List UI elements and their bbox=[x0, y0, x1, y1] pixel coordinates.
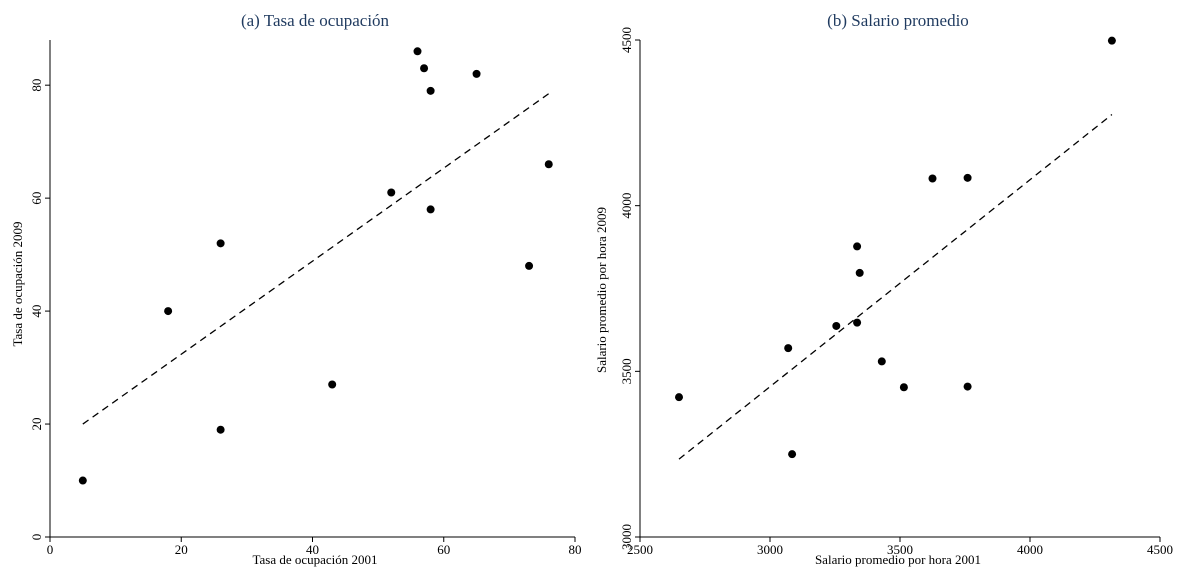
panel-a-x-tick-label: 60 bbox=[437, 542, 450, 557]
panel-a-data-point bbox=[420, 64, 429, 73]
panel-b-data-point bbox=[853, 318, 862, 327]
panel-b-data-point bbox=[784, 344, 793, 353]
panel-b-y-tick-label: 3500 bbox=[619, 358, 634, 384]
panel-a-title: (a) Tasa de ocupación bbox=[241, 11, 390, 30]
panel-b-data-point bbox=[788, 450, 797, 459]
panel-a-data-point bbox=[426, 86, 435, 95]
panel-b-y-axis-label: Salario promedio por hora 2009 bbox=[594, 207, 609, 373]
panel-a-data-point bbox=[544, 160, 553, 169]
panel-b-x-axis-label: Salario promedio por hora 2001 bbox=[815, 552, 981, 567]
panel-b-data-point bbox=[963, 382, 972, 391]
panel-a-y-tick-label: 40 bbox=[29, 305, 44, 318]
panel-b-data-point bbox=[855, 268, 864, 277]
panel-b-data-point bbox=[928, 174, 937, 183]
panel-b-x-tick-label: 3000 bbox=[757, 542, 783, 557]
panel-a-x-axis-label: Tasa de ocupación 2001 bbox=[252, 552, 377, 567]
panel-b-y-tick-label: 4000 bbox=[619, 193, 634, 219]
panel-a-data-point bbox=[164, 307, 173, 316]
panel-a-data-point bbox=[413, 47, 422, 56]
panel-b-x-tick-label: 2500 bbox=[627, 542, 653, 557]
panel-b-data-point bbox=[899, 383, 908, 392]
panel-a-occupancy-rate: (a) Tasa de ocupación Tasa de ocupación … bbox=[10, 11, 582, 567]
panel-a-data-point bbox=[216, 239, 225, 248]
panel-a-data-point bbox=[426, 205, 435, 214]
panel-a-y-tick-label: 20 bbox=[29, 418, 44, 431]
panel-b-title: (b) Salario promedio bbox=[827, 11, 969, 30]
panel-b-data-point bbox=[963, 173, 972, 182]
panel-b-fit-line bbox=[678, 114, 1113, 460]
panel-b-data-point bbox=[1107, 36, 1116, 45]
panel-a-data-point bbox=[472, 69, 481, 78]
panel-a-x-tick-label: 80 bbox=[569, 542, 582, 557]
panel-a-data-point bbox=[525, 261, 534, 270]
panel-b-x-tick-label: 4500 bbox=[1147, 542, 1173, 557]
panel-b-data-point bbox=[832, 321, 841, 330]
panel-a-y-tick-label: 60 bbox=[29, 192, 44, 205]
panel-b-data-point bbox=[853, 242, 862, 251]
panel-a-fit-line bbox=[82, 93, 550, 425]
panel-a-data-point bbox=[328, 380, 337, 389]
panel-a-x-tick-label: 40 bbox=[306, 542, 319, 557]
panel-a-data-point bbox=[387, 188, 396, 197]
panel-b-y-tick-label: 4500 bbox=[619, 27, 634, 53]
panel-a-y-tick-label: 80 bbox=[29, 79, 44, 92]
panel-b-y-tick-label: 3000 bbox=[619, 524, 634, 550]
panel-a-y-tick-label: 0 bbox=[29, 534, 44, 541]
panel-b-x-tick-label: 3500 bbox=[887, 542, 913, 557]
panel-b-average-wage: (b) Salario promedio Salario promedio po… bbox=[594, 11, 1173, 567]
panel-b-data-point bbox=[675, 393, 683, 402]
panel-a-data-point bbox=[216, 425, 225, 434]
panel-b-data-point bbox=[877, 357, 886, 366]
panel-b-x-tick-label: 4000 bbox=[1017, 542, 1043, 557]
panel-a-data-point bbox=[78, 476, 87, 485]
panel-a-x-tick-label: 0 bbox=[47, 542, 54, 557]
panel-a-x-tick-label: 20 bbox=[175, 542, 188, 557]
panel-a-y-axis-label: Tasa de ocupación 2009 bbox=[10, 221, 25, 346]
